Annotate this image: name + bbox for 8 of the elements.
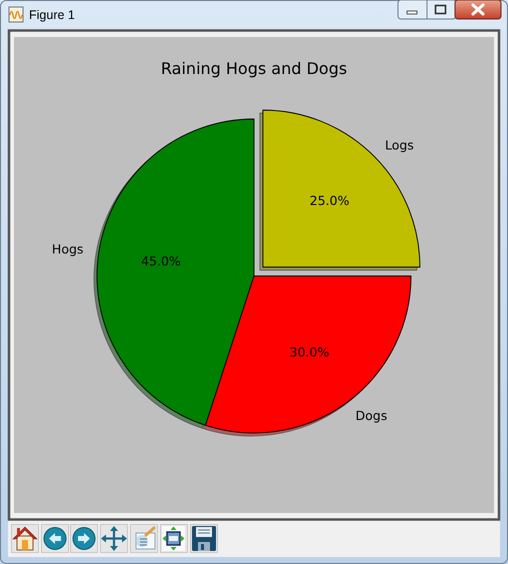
slice-label: Logs	[385, 137, 414, 152]
data-label: 30.0%	[290, 344, 330, 360]
chart-title: Raining Hogs and Dogs	[160, 59, 348, 78]
data-label: 45.0%	[141, 254, 181, 269]
slice-label: Hogs	[52, 241, 84, 256]
caption: Figure 1	[29, 8, 75, 22]
data-label: 25.0%	[310, 192, 350, 208]
slice-label: Dogs	[356, 408, 388, 424]
